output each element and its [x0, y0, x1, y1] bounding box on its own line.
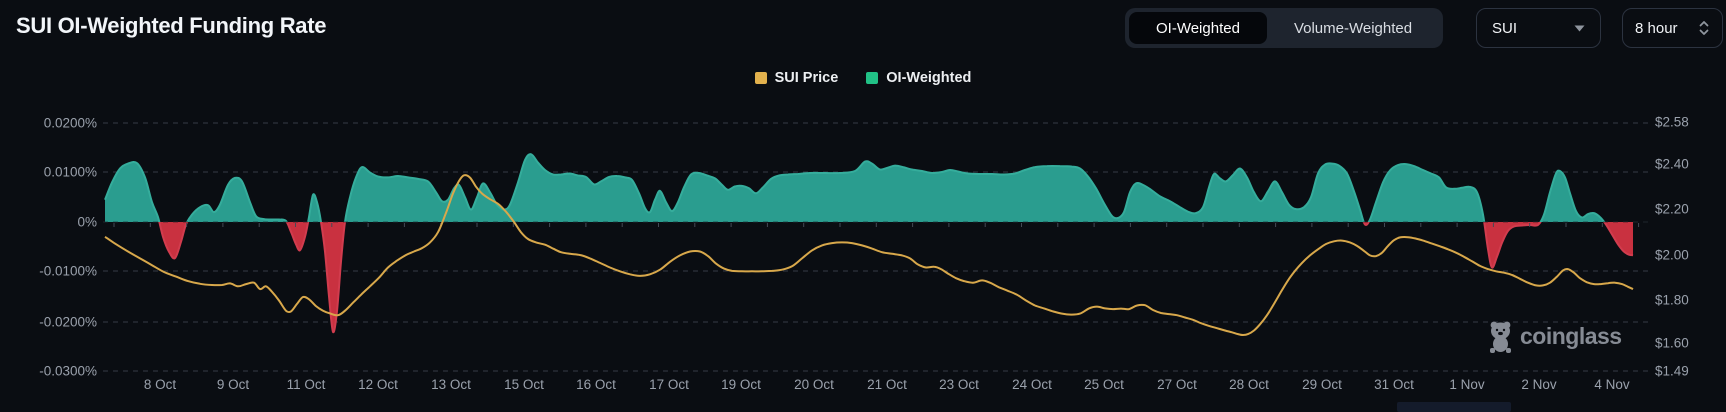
- left-axis-label: 0.0200%: [44, 116, 97, 131]
- x-axis-label: 4 Nov: [1594, 377, 1630, 392]
- legend-item-sui-price[interactable]: SUI Price: [754, 70, 838, 86]
- page-title: SUI OI-Weighted Funding Rate: [16, 13, 327, 38]
- weight-toggle: OI-Weighted Volume-Weighted: [1125, 8, 1444, 48]
- interval-select[interactable]: 8 hour: [1622, 8, 1723, 48]
- right-axis-label: $2.20: [1655, 202, 1689, 217]
- legend-item-oi-weighted[interactable]: OI-Weighted: [866, 70, 971, 86]
- x-axis-label: 9 Oct: [217, 377, 250, 392]
- right-axis-label: $1.80: [1655, 293, 1689, 308]
- right-axis-label: $1.49: [1655, 364, 1689, 379]
- zero-axis-ticks: [113, 223, 1640, 227]
- x-axis-label: 1 Nov: [1449, 377, 1485, 392]
- oi-weighted-area-positive: [105, 154, 1633, 222]
- left-axis-label: -0.0300%: [39, 364, 97, 379]
- toggle-oi-weighted[interactable]: OI-Weighted: [1129, 12, 1267, 44]
- right-axis-label: $1.60: [1655, 336, 1689, 351]
- symbol-select[interactable]: SUI: [1476, 8, 1601, 48]
- coinglass-logo-icon: [1490, 321, 1511, 353]
- x-axis-label: 15 Oct: [504, 377, 544, 392]
- left-axis-label: -0.0100%: [39, 264, 97, 279]
- x-axis-label: 24 Oct: [1012, 377, 1052, 392]
- chevron-updown-icon: [1698, 20, 1710, 36]
- x-axis-label: 28 Oct: [1229, 377, 1269, 392]
- bottom-slider[interactable]: [1397, 402, 1511, 412]
- watermark-text: coinglass: [1520, 322, 1622, 349]
- left-axis-label: 0.0100%: [44, 165, 97, 180]
- x-axis-label: 23 Oct: [939, 377, 979, 392]
- oi-weighted-edge-negative: [158, 222, 1634, 334]
- x-axis-label: 2 Nov: [1521, 377, 1557, 392]
- x-axis-label: 19 Oct: [721, 377, 761, 392]
- sui-price-swatch-icon: [754, 72, 767, 84]
- oi-weighted-edge-positive: [104, 153, 1606, 222]
- right-axis-label: $2.40: [1655, 157, 1689, 172]
- oi-weighted-swatch-icon: [866, 72, 879, 84]
- chevron-down-icon: [1574, 25, 1585, 32]
- x-axis-label: 12 Oct: [358, 377, 398, 392]
- x-axis-label: 16 Oct: [576, 377, 616, 392]
- toggle-volume-weighted[interactable]: Volume-Weighted: [1267, 12, 1439, 44]
- right-axis-label: $2.58: [1655, 115, 1689, 130]
- interval-select-value: 8 hour: [1635, 19, 1678, 37]
- x-axis-label: 17 Oct: [649, 377, 689, 392]
- x-axis-label: 20 Oct: [794, 377, 834, 392]
- symbol-select-value: SUI: [1492, 19, 1518, 37]
- left-axis-label: 0%: [77, 215, 97, 230]
- right-axis-label: $2.00: [1655, 248, 1689, 263]
- coinglass-watermark: coinglass: [1487, 319, 1622, 353]
- x-axis-label: 25 Oct: [1084, 377, 1124, 392]
- x-axis-label: 29 Oct: [1302, 377, 1342, 392]
- x-axis-label: 13 Oct: [431, 377, 471, 392]
- x-axis-label: 21 Oct: [867, 377, 907, 392]
- sui-price-line: [104, 174, 1634, 336]
- chart-legend: SUI Price OI-Weighted: [0, 70, 1726, 86]
- x-axis-label: 27 Oct: [1157, 377, 1197, 392]
- x-axis-label: 8 Oct: [144, 377, 177, 392]
- x-axis-label: 31 Oct: [1374, 377, 1414, 392]
- x-axis-label: 11 Oct: [287, 377, 326, 392]
- left-axis-label: -0.0200%: [39, 315, 97, 330]
